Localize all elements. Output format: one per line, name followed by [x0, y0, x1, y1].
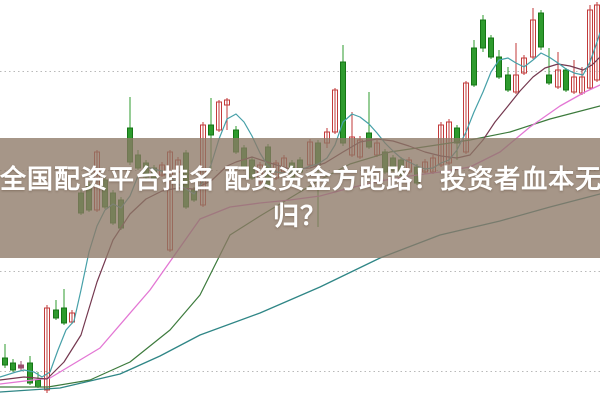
- ma-magenta: [0, 84, 600, 385]
- candlestick: [422, 159, 428, 174]
- candlestick: [183, 150, 189, 209]
- candlestick: [127, 97, 133, 165]
- candlestick: [151, 165, 157, 180]
- candlestick: [463, 81, 469, 154]
- candlestick: [86, 182, 92, 212]
- candlestick: [18, 361, 24, 371]
- ma-dark-green: [0, 105, 600, 388]
- candlestick: [357, 136, 363, 159]
- candlestick: [2, 344, 8, 368]
- candlestick: [102, 177, 108, 209]
- candlestick: [349, 112, 355, 157]
- candlestick: [297, 157, 303, 174]
- candlestick: [406, 157, 412, 174]
- candlestick: [505, 67, 511, 92]
- candlestick: [571, 60, 577, 94]
- candlestick: [175, 157, 181, 174]
- candlestick: [216, 100, 222, 132]
- candlestick: [563, 68, 569, 92]
- candlestick: [555, 52, 561, 89]
- candlestick: [579, 67, 585, 95]
- candlestick: [159, 162, 165, 177]
- candlestick: [281, 155, 287, 174]
- candlestick: [233, 126, 239, 154]
- candlestick: [249, 157, 255, 180]
- candlestick: [513, 43, 519, 94]
- candlestick: [53, 300, 59, 320]
- candlestick: [496, 50, 502, 79]
- candlestick: [307, 139, 313, 167]
- candlestick: [430, 155, 436, 174]
- candlestick: [78, 190, 84, 215]
- candlestick: [332, 88, 338, 134]
- candlestick: [257, 162, 263, 185]
- candlestick: [61, 289, 67, 325]
- candlestick: [390, 155, 396, 172]
- ma-slow-teal: [0, 193, 600, 393]
- candlestick: [135, 150, 141, 170]
- candlestick: [538, 10, 544, 50]
- candlestick: [44, 305, 50, 393]
- candlestick: [200, 122, 206, 207]
- candlestick: [167, 150, 173, 252]
- candlestick: [488, 35, 494, 59]
- candlestick: [587, 5, 593, 90]
- candlestick: [398, 157, 404, 177]
- candlestick: [315, 140, 321, 227]
- candlestick: [530, 8, 536, 59]
- candlestick: [480, 15, 486, 52]
- candlestick: [340, 45, 346, 146]
- candlestick: [241, 145, 247, 169]
- candlestick: [374, 140, 380, 157]
- candlestick: [224, 98, 230, 130]
- candlestick: [110, 190, 116, 225]
- candlestick: [10, 359, 16, 372]
- candlestick: [471, 40, 477, 87]
- candlestick: [324, 128, 330, 148]
- candlestick: [94, 150, 100, 212]
